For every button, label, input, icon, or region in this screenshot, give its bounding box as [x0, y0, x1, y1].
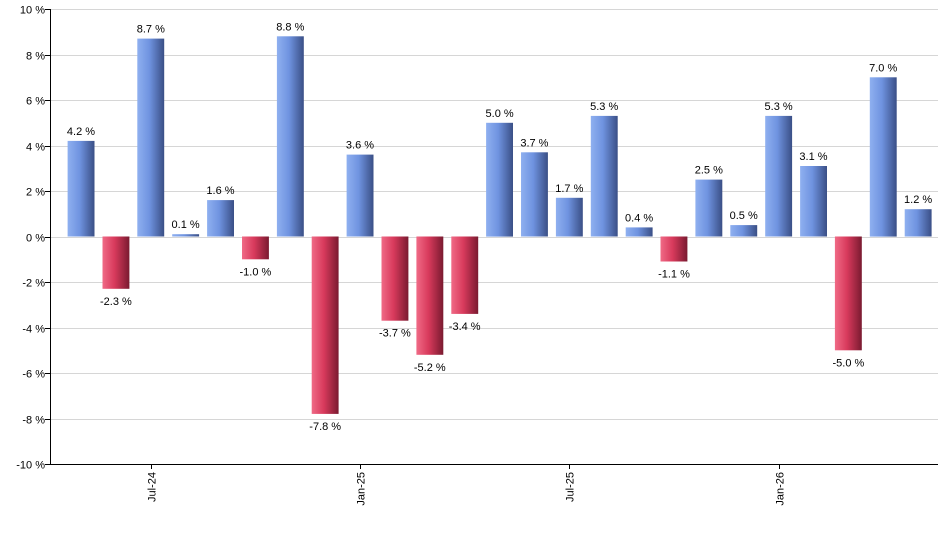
bars: [67, 36, 932, 414]
data-label-12: 5.0 %: [486, 108, 514, 120]
x-tick-label-3: Jan-26: [775, 472, 787, 506]
y-tick-label-10: 10 %: [20, 5, 45, 17]
bar-0: [67, 140, 95, 237]
y-tick-label-2: -6 %: [22, 369, 45, 381]
data-label-3: 0.1 %: [172, 219, 200, 231]
bar-23: [869, 77, 897, 237]
bar-21: [800, 166, 827, 237]
bar-15: [590, 115, 618, 237]
bar-16: [625, 227, 653, 237]
bar-1: [102, 236, 130, 289]
bar-6: [276, 36, 304, 237]
data-label-10: -5.2 %: [414, 362, 446, 374]
y-tick-label-5: 0 %: [26, 233, 45, 245]
data-label-20: 5.3 %: [765, 101, 793, 113]
data-label-6: 8.8 %: [276, 21, 304, 33]
data-label-5: -1.0 %: [240, 266, 272, 278]
bar-18: [695, 179, 723, 237]
bar-17: [660, 236, 688, 262]
data-label-17: -1.1 %: [658, 269, 690, 281]
data-label-13: 3.7 %: [520, 137, 548, 149]
bar-13: [521, 152, 548, 237]
data-label-15: 5.3 %: [590, 101, 618, 113]
x-tick-label-0: Jul-24: [147, 472, 159, 502]
bar-2: [137, 38, 165, 237]
bar-14: [555, 197, 583, 237]
data-label-11: -3.4 %: [449, 321, 481, 333]
data-label-0: 4.2 %: [67, 126, 95, 138]
bar-20: [765, 115, 793, 237]
data-labels: 4.2 % -2.3 % 8.7 % 0.1 % 1.6 % -1.0 % 8.8 % -7.…: [67, 21, 932, 433]
bar-3: [172, 234, 200, 237]
bar-8: [346, 154, 374, 237]
data-label-14: 1.7 %: [555, 183, 583, 195]
y-tick-label-9: 8 %: [26, 51, 45, 63]
data-label-9: -3.7 %: [379, 328, 411, 340]
data-label-8: 3.6 %: [346, 140, 374, 152]
data-label-22: -5.0 %: [833, 357, 865, 369]
y-tick-label-4: -2 %: [22, 278, 45, 290]
bar-11: [451, 236, 479, 314]
data-label-24: 1.2 %: [904, 194, 932, 206]
grid-lines: [50, 9, 938, 465]
data-label-18: 2.5 %: [695, 165, 723, 177]
y-tick-label-7: 4 %: [26, 142, 45, 154]
data-label-1: -2.3 %: [100, 296, 132, 308]
y-tick-label-6: 2 %: [26, 187, 45, 199]
bar-9: [381, 236, 409, 321]
y-tick-label-3: -4 %: [22, 324, 45, 336]
bar-7: [311, 236, 339, 414]
bar-5: [242, 236, 269, 260]
axes: -10 % -8 % -6 % -4 % -2 % 0 % 2 % 4 % 6 % 8 % 10 %…: [16, 5, 938, 506]
y-tick-label-0: -10 %: [16, 460, 45, 472]
bar-10: [416, 236, 444, 355]
data-label-16: 0.4 %: [625, 212, 653, 224]
data-label-21: 3.1 %: [799, 151, 827, 163]
bar-12: [486, 122, 513, 237]
x-tick-label-1: Jan-25: [356, 472, 368, 506]
y-tick-label-8: 6 %: [26, 96, 45, 108]
data-label-7: -7.8 %: [309, 421, 341, 433]
x-tick-label-2: Jul-25: [565, 472, 577, 502]
bar-19: [730, 225, 758, 237]
y-tick-label-1: -8 %: [22, 415, 45, 427]
bar-4: [207, 200, 234, 237]
data-label-19: 0.5 %: [730, 210, 758, 222]
bar-22: [834, 236, 862, 351]
data-label-2: 8.7 %: [137, 24, 165, 36]
data-label-4: 1.6 %: [206, 185, 234, 197]
bar-24: [904, 209, 932, 237]
data-label-23: 7.0 %: [869, 62, 897, 74]
